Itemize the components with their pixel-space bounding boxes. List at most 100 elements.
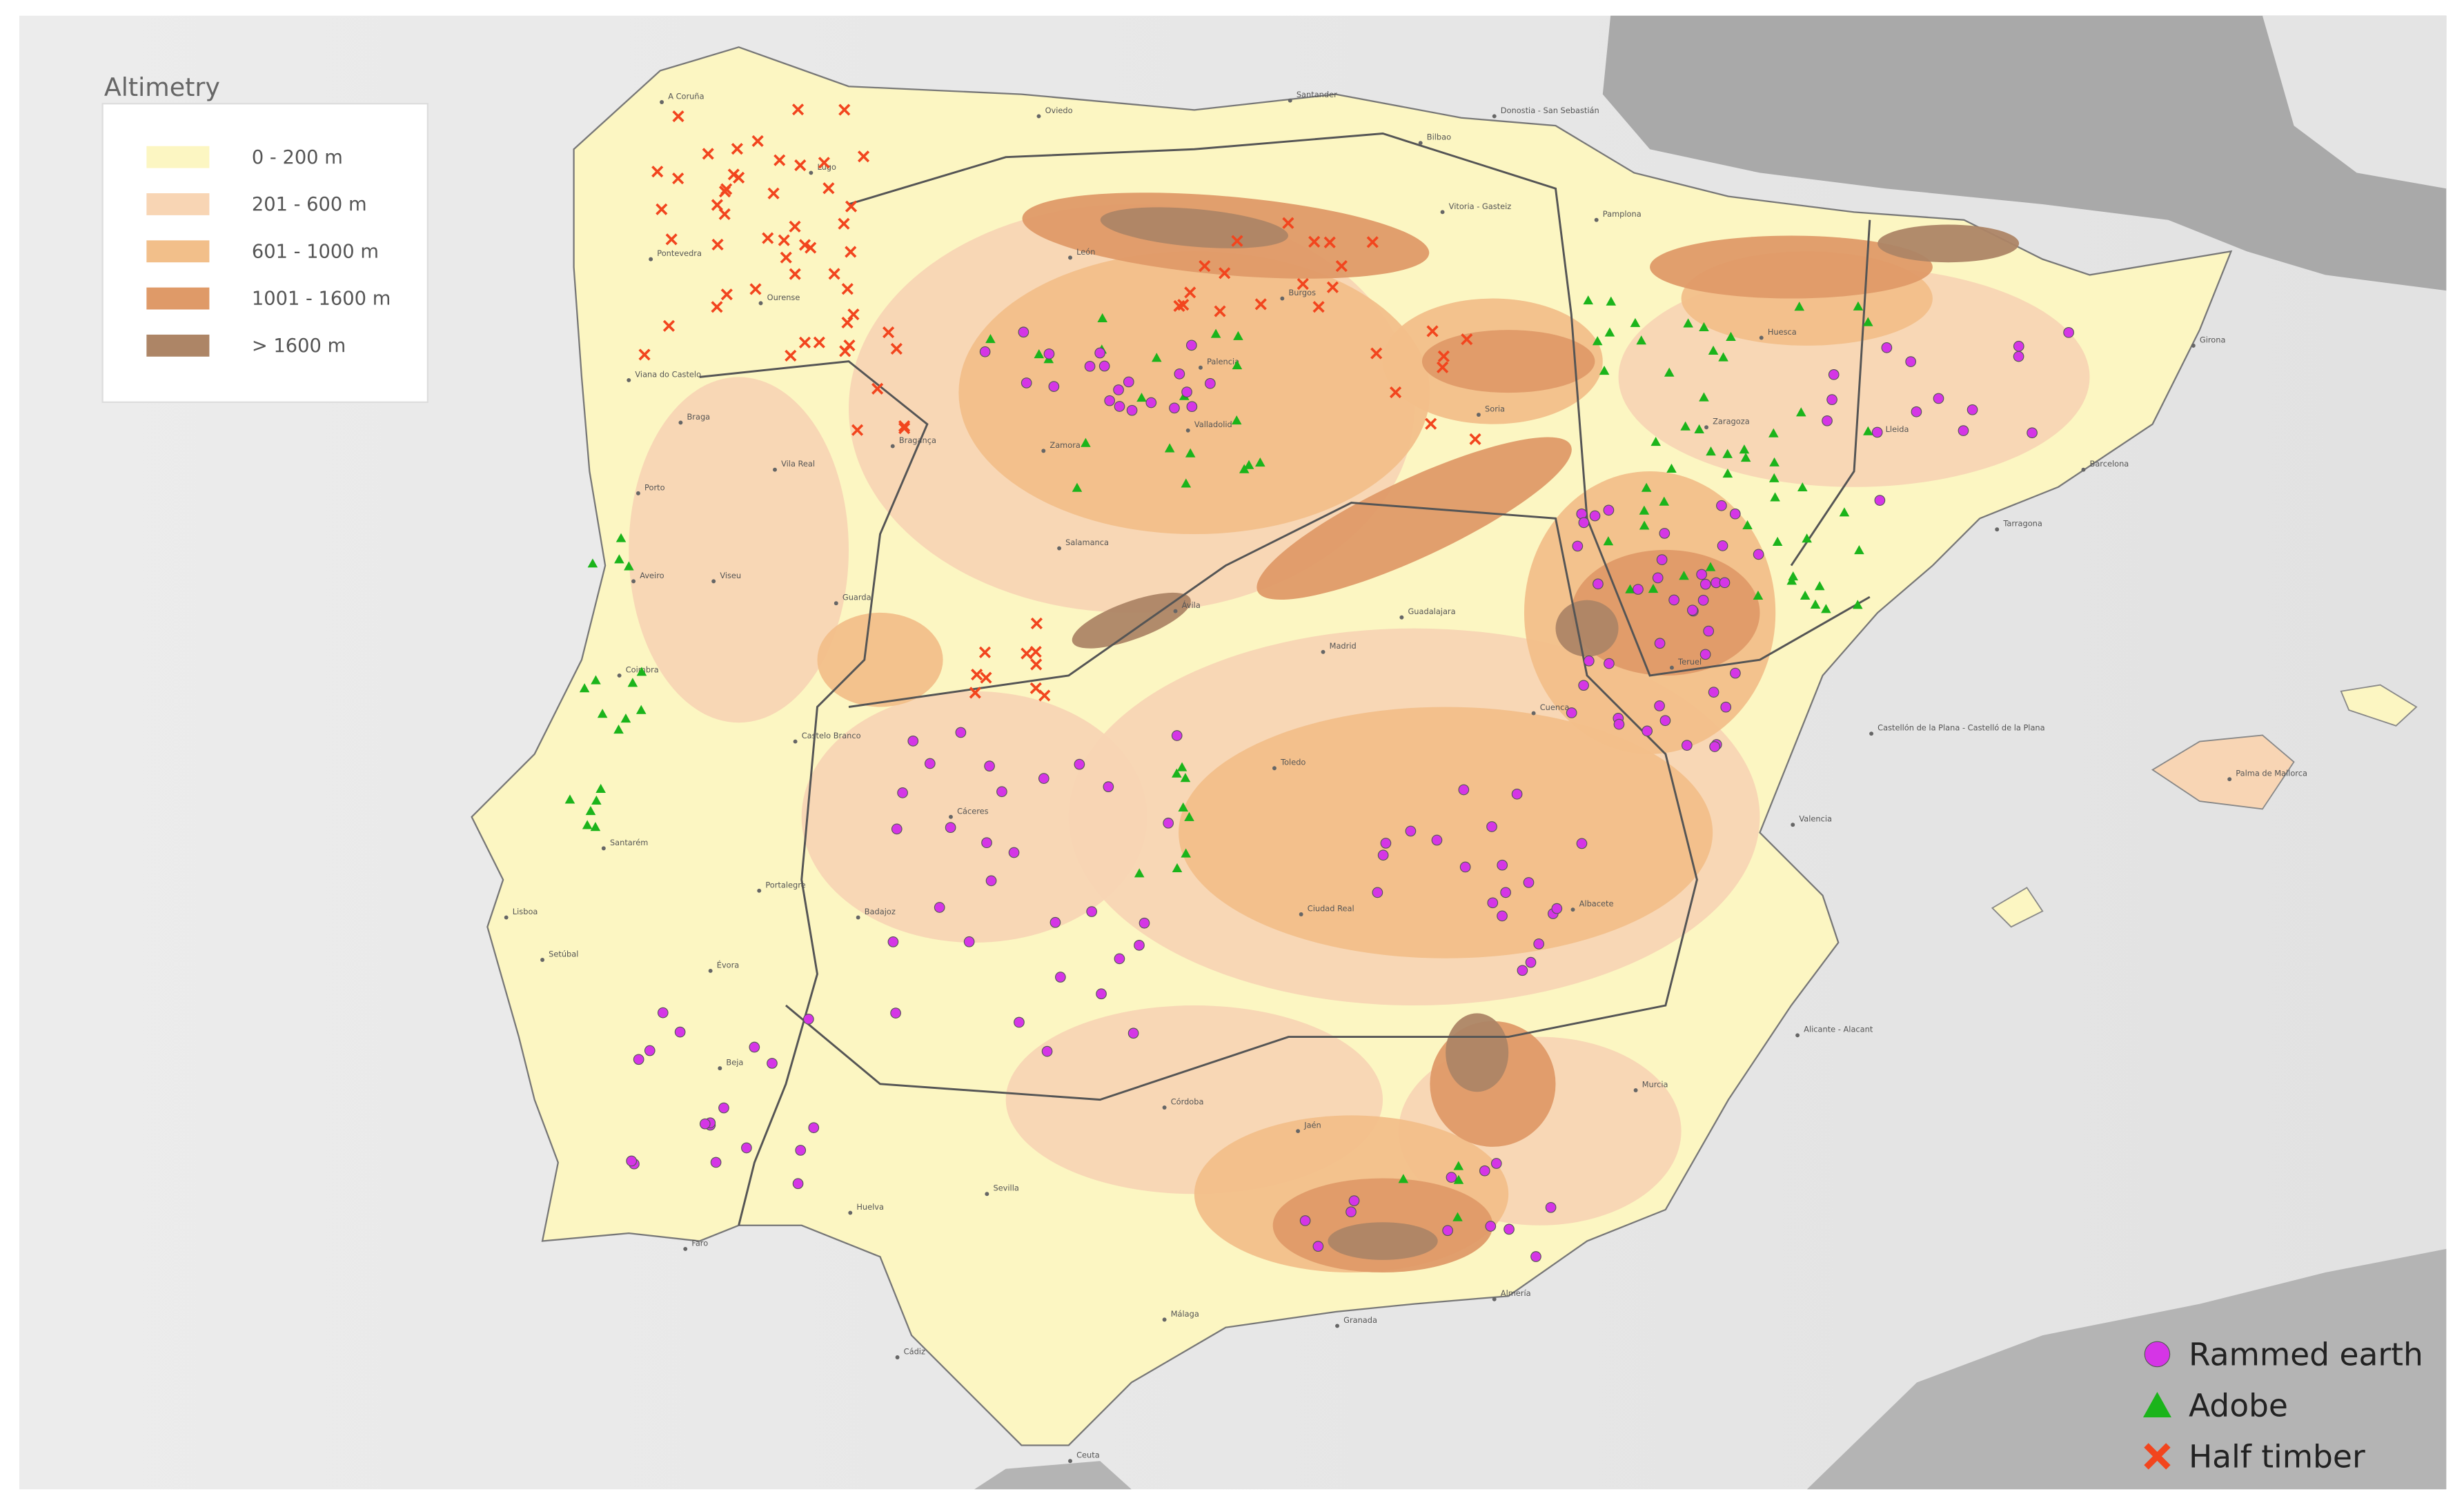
city-dot xyxy=(1531,711,1536,716)
relief-zone xyxy=(1877,224,2020,263)
marker-adobe xyxy=(1231,415,1242,425)
marker-half-timber xyxy=(789,220,801,233)
city-label: Salamanca xyxy=(1065,538,1109,547)
marker-adobe xyxy=(591,675,601,685)
marker-half-timber xyxy=(1231,235,1243,247)
marker-rammed-earth xyxy=(891,823,903,835)
marker-rammed-earth xyxy=(907,735,919,747)
legend-label: 201 - 600 m xyxy=(252,194,367,215)
marker-half-timber xyxy=(883,326,895,339)
marker-rammed-earth xyxy=(808,1122,820,1134)
marker-adobe xyxy=(1740,453,1751,462)
marker-half-timber xyxy=(727,168,740,181)
city-label: A Coruña xyxy=(668,91,704,101)
city-label: Valencia xyxy=(1799,814,1832,824)
marker-rammed-earth xyxy=(1709,741,1720,752)
marker-adobe xyxy=(1625,584,1635,593)
marker-half-timber xyxy=(2144,1443,2171,1470)
marker-adobe xyxy=(590,822,601,832)
marker-rammed-earth xyxy=(1687,604,1698,616)
marker-adobe xyxy=(1769,457,1780,466)
marker-adobe xyxy=(1178,802,1189,811)
marker-half-timber xyxy=(751,135,764,148)
city-label: Ciudad Real xyxy=(1308,903,1354,913)
relief-zone xyxy=(801,691,1147,943)
city-label: Cuenca xyxy=(1540,702,1570,712)
marker-rammed-earth xyxy=(1169,402,1180,414)
city-dot xyxy=(683,1246,688,1251)
marker-rammed-earth xyxy=(1185,340,1197,351)
sea-patch xyxy=(2262,15,2447,189)
marker-rammed-earth xyxy=(1613,718,1625,730)
marker-half-timber xyxy=(805,242,817,254)
marker-adobe xyxy=(1852,600,1863,609)
city-label: Lleida xyxy=(1886,424,1909,434)
city-label: Ourense xyxy=(767,293,800,302)
city-label: Zaragoza xyxy=(1713,417,1750,426)
legend-title: Altimetry xyxy=(104,72,220,102)
city-dot xyxy=(1594,217,1599,222)
marker-adobe xyxy=(1164,443,1175,453)
marker-rammed-earth xyxy=(1442,1225,1453,1237)
marker-rammed-earth xyxy=(792,1178,804,1190)
marker-half-timber xyxy=(1184,286,1196,299)
marker-rammed-earth xyxy=(2027,427,2038,439)
city-dot xyxy=(617,673,622,678)
marker-rammed-earth xyxy=(1504,1223,1515,1235)
marker-half-timber xyxy=(898,422,911,435)
marker-rammed-earth xyxy=(1729,508,1741,520)
marker-rammed-earth xyxy=(1668,594,1679,606)
marker-rammed-earth xyxy=(1008,847,1020,858)
marker-half-timber xyxy=(791,104,805,116)
marker-adobe xyxy=(1648,584,1659,593)
city-dot xyxy=(856,915,860,920)
marker-adobe xyxy=(1606,296,1617,306)
marker-rammed-earth xyxy=(1497,859,1508,871)
marker-rammed-earth xyxy=(2013,340,2024,352)
marker-adobe xyxy=(1810,599,1821,609)
relief-zone xyxy=(1256,437,1572,600)
marker-rammed-earth xyxy=(795,1145,807,1156)
marker-rammed-earth xyxy=(1372,887,1383,898)
city-dot xyxy=(834,601,838,606)
marker-adobe xyxy=(1718,352,1728,362)
city-label: Badajoz xyxy=(865,907,896,916)
legend-label: 601 - 1000 m xyxy=(252,241,379,262)
marker-half-timber xyxy=(798,336,811,348)
mallorca xyxy=(2151,734,2295,810)
marker-adobe xyxy=(635,705,647,714)
city-label: Cáceres xyxy=(957,806,989,816)
city-dot xyxy=(1068,255,1072,260)
marker-half-timber xyxy=(720,288,733,301)
city-label: Braga xyxy=(687,412,711,422)
marker-half-timber xyxy=(822,182,835,195)
marker-adobe xyxy=(985,334,996,344)
city-label: Madrid xyxy=(1330,641,1357,651)
marker-adobe xyxy=(1797,482,1808,492)
marker-rammed-earth xyxy=(1576,838,1588,849)
city-label: Palma de Mallorca xyxy=(2236,769,2307,778)
city-dot xyxy=(848,1210,853,1215)
marker-rammed-earth xyxy=(1826,394,1837,406)
marker-rammed-earth xyxy=(1911,406,1922,417)
marker-rammed-earth xyxy=(1681,740,1693,751)
marker-rammed-earth xyxy=(1659,528,1670,539)
marker-half-timber xyxy=(1254,298,1267,311)
marker-half-timber xyxy=(662,319,676,332)
city-label: Porto xyxy=(644,482,665,492)
border-region xyxy=(785,502,1698,1101)
marker-rammed-earth xyxy=(1018,326,1029,338)
marker-half-timber xyxy=(1282,217,1294,229)
legend-swatch xyxy=(146,146,210,168)
city-label: Évora xyxy=(717,959,740,970)
marker-adobe xyxy=(1239,464,1250,473)
marker-adobe xyxy=(1097,313,1107,323)
city-dot xyxy=(649,257,653,262)
marker-adobe xyxy=(1694,424,1704,433)
marker-half-timber xyxy=(838,104,851,116)
city-dot xyxy=(711,579,716,584)
marker-rammed-earth xyxy=(1578,680,1589,691)
marker-adobe xyxy=(1664,367,1675,377)
marker-rammed-earth xyxy=(1967,404,1978,415)
